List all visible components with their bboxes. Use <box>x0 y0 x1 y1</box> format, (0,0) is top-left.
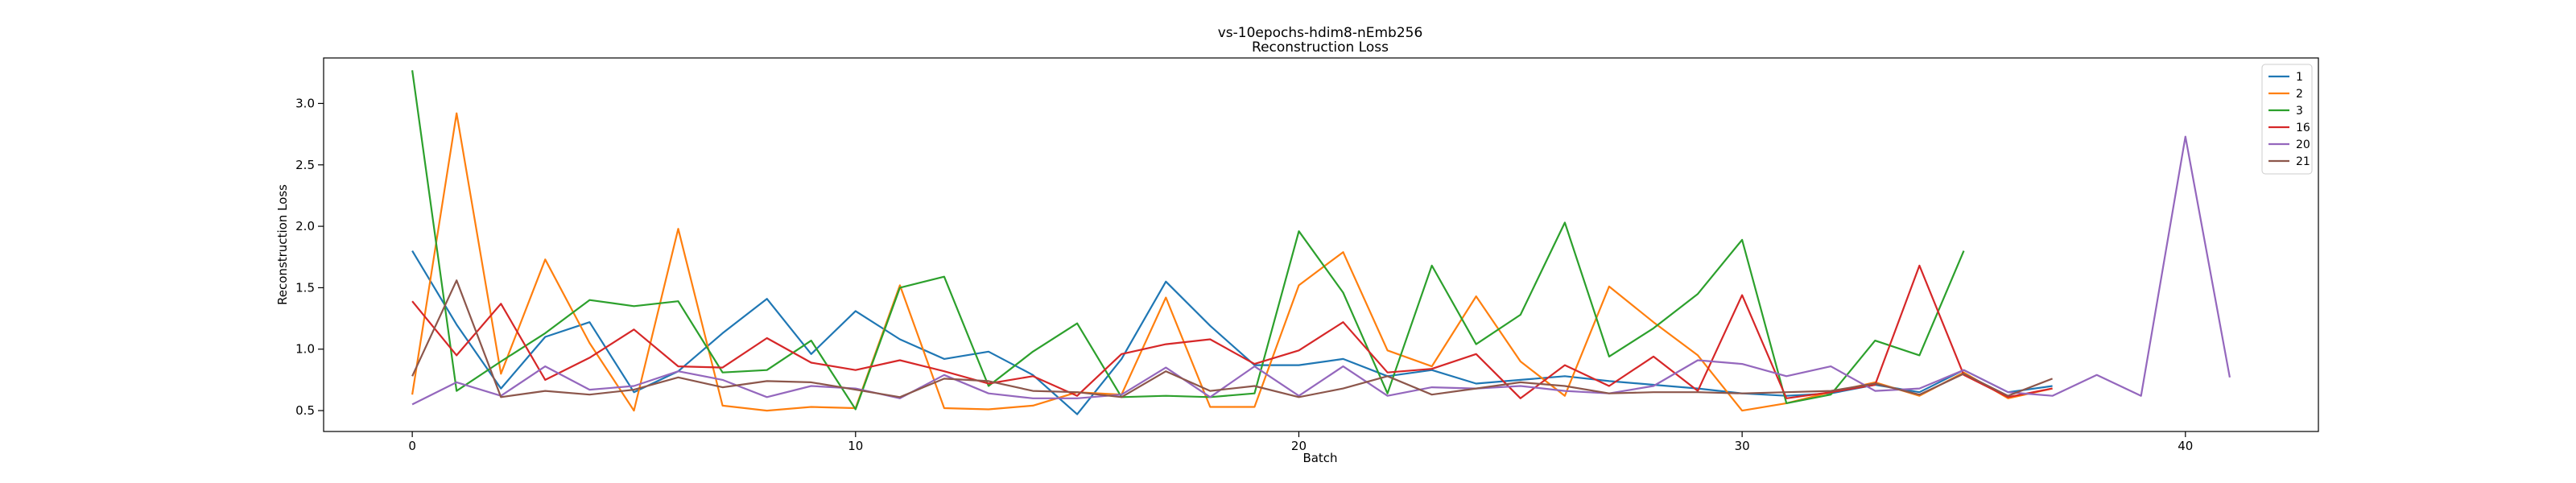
series-line-20 <box>411 135 2231 406</box>
chart-title: vs-10epochs-hdim8-nEmb256 <box>1218 25 1423 41</box>
chart-subtitle: Reconstruction Loss <box>1252 39 1389 56</box>
x-tick-label: 30 <box>1735 439 1750 453</box>
y-tick-label: 2.0 <box>295 219 315 233</box>
y-tick-label: 0.5 <box>295 403 315 418</box>
series-line-21 <box>411 279 2053 398</box>
y-tick-label: 3.0 <box>295 96 315 110</box>
x-tick-label: 0 <box>408 439 416 453</box>
x-tick-label: 10 <box>848 439 863 453</box>
legend-label-20: 20 <box>2296 138 2310 151</box>
series-line-3 <box>411 70 1965 411</box>
legend-label-3: 3 <box>2296 105 2303 118</box>
x-tick-label: 20 <box>1291 439 1307 453</box>
legend-label-2: 2 <box>2296 88 2303 101</box>
legend-label-16: 16 <box>2296 122 2310 134</box>
x-tick-label: 40 <box>2178 439 2193 453</box>
y-tick-label: 1.0 <box>295 342 315 357</box>
legend-label-21: 21 <box>2296 155 2310 168</box>
series-line-1 <box>411 250 2053 415</box>
plot-frame <box>323 57 2319 432</box>
y-tick-label: 1.5 <box>295 280 315 295</box>
legend-box <box>2261 64 2313 175</box>
y-tick-label: 2.5 <box>295 158 315 172</box>
series-line-2 <box>411 112 2053 412</box>
legend-label-1: 1 <box>2296 71 2303 84</box>
x-axis-label: Batch <box>1302 451 1337 465</box>
y-axis-label: Reconstruction Loss <box>275 184 290 305</box>
series-line-16 <box>411 264 2053 399</box>
